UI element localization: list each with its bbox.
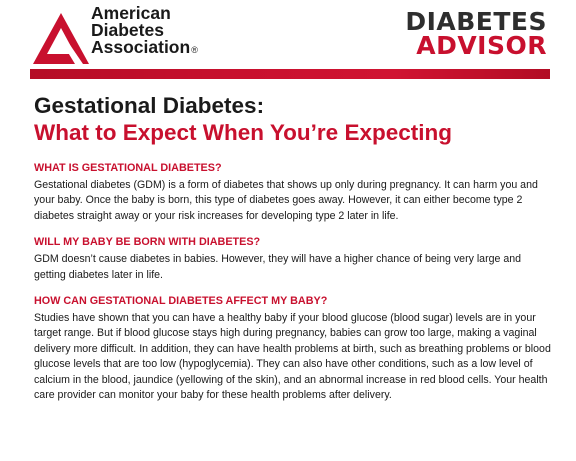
diabetes-advisor-logo: DIABETES ADVISOR	[405, 7, 547, 60]
advisor-logo-top: DIABETES	[405, 7, 547, 36]
section-affect-baby: HOW CAN GESTATIONAL DIABETES AFFECT MY B…	[34, 294, 554, 403]
ada-triangle-icon	[33, 13, 89, 64]
page-header: American Diabetes Association® DIABETES …	[0, 0, 576, 70]
section-body: Gestational diabetes (GDM) is a form of …	[34, 179, 538, 222]
ada-wordmark: American Diabetes Association®	[91, 3, 251, 59]
section-heading: WILL MY BABY BE BORN WITH DIABETES?	[34, 236, 261, 249]
document-body: Gestational Diabetes: What to Expect Whe…	[34, 93, 554, 414]
section-body: Studies have shown that you can have a h…	[34, 312, 551, 402]
ada-wordmark-line3: Association®	[91, 37, 251, 59]
ada-wordmark-association: Association	[91, 37, 191, 57]
page-subtitle: What to Expect When You’re Expecting	[34, 120, 452, 145]
section-what-is: WHAT IS GESTATIONAL DIABETES? Gestationa…	[34, 161, 554, 224]
decorative-red-band	[30, 69, 550, 79]
ada-wordmark-line2: Diabetes	[91, 20, 164, 40]
section-born-with: WILL MY BABY BE BORN WITH DIABETES? GDM …	[34, 235, 554, 283]
section-body: GDM doesn’t cause diabetes in babies. Ho…	[34, 253, 522, 281]
page-title: Gestational Diabetes:	[34, 93, 265, 118]
advisor-logo-bottom: ADVISOR	[416, 31, 547, 60]
section-heading: HOW CAN GESTATIONAL DIABETES AFFECT MY B…	[34, 295, 328, 308]
registered-mark: ®	[191, 45, 198, 55]
section-heading: WHAT IS GESTATIONAL DIABETES?	[34, 162, 222, 174]
ada-wordmark-line1: American	[91, 3, 171, 23]
